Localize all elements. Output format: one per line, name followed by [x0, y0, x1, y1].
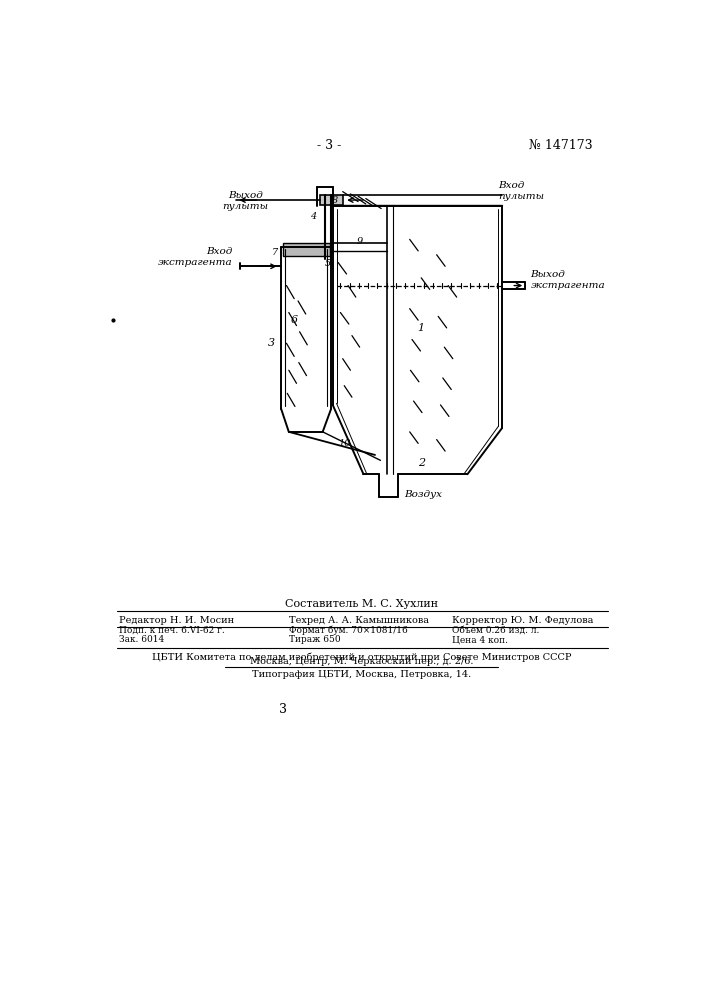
Text: 8: 8	[332, 196, 338, 205]
Text: Вход
экстрагента: Вход экстрагента	[158, 247, 233, 267]
Text: Воздух: Воздух	[404, 490, 443, 499]
Text: Объем 0.26 изд. л.: Объем 0.26 изд. л.	[452, 626, 539, 635]
Text: Тираж 650: Тираж 650	[288, 635, 341, 644]
Text: Типография ЦБТИ, Москва, Петровка, 14.: Типография ЦБТИ, Москва, Петровка, 14.	[252, 670, 472, 679]
Text: 5: 5	[325, 259, 331, 268]
Text: 9: 9	[356, 237, 363, 246]
Text: Зак. 6014: Зак. 6014	[119, 635, 165, 644]
Text: Москва, Центр, М. Черкасский пер., д. 2/6.: Москва, Центр, М. Черкасский пер., д. 2/…	[250, 657, 474, 666]
Text: 3: 3	[267, 338, 274, 348]
Text: Выход
пулыты: Выход пулыты	[223, 191, 269, 211]
Text: Вход
пулыты: Вход пулыты	[498, 181, 544, 201]
Bar	[320, 195, 343, 205]
Text: 2: 2	[418, 458, 425, 468]
Text: Корректор Ю. М. Федулова: Корректор Ю. М. Федулова	[452, 616, 593, 625]
Text: Техред А. А. Камышникова: Техред А. А. Камышникова	[288, 616, 429, 625]
Text: 1: 1	[418, 323, 425, 333]
Text: Подп. к печ. 6.VI‑62 г.: Подп. к печ. 6.VI‑62 г.	[119, 626, 225, 635]
Text: - 3 -: - 3 -	[317, 139, 341, 152]
Text: Редактор Н. И. Мосин: Редактор Н. И. Мосин	[119, 616, 235, 625]
Text: ЦБТИ Комитета по делам изобретений и открытий при Совете Министров СССР: ЦБТИ Комитета по делам изобретений и отк…	[152, 653, 572, 662]
Text: 4: 4	[310, 212, 316, 221]
Text: Формат бум. 70×1081/16: Формат бум. 70×1081/16	[288, 626, 407, 635]
Text: Составитель М. С. Хухлин: Составитель М. С. Хухлин	[286, 599, 438, 609]
Text: 7: 7	[271, 248, 278, 257]
Text: Цена 4 коп.: Цена 4 коп.	[452, 635, 508, 644]
Text: № 147173: № 147173	[529, 139, 592, 152]
Text: 3: 3	[279, 703, 286, 716]
Text: Выход
экстрагента: Выход экстрагента	[530, 270, 605, 290]
Text: 6: 6	[291, 315, 298, 325]
Text: 10: 10	[338, 439, 351, 448]
Bar	[283, 243, 329, 256]
